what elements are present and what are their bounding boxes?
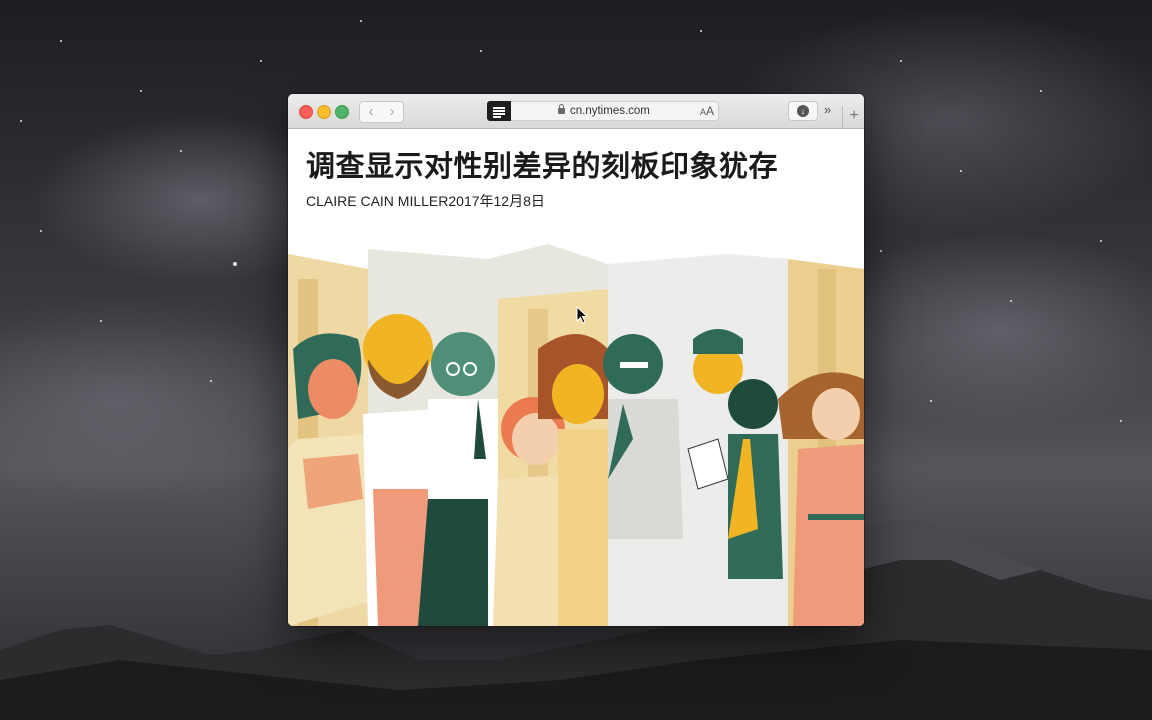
text-size-button[interactable]: AA: [700, 104, 714, 118]
url-text: cn.nytimes.com: [570, 105, 650, 117]
browser-toolbar: ‹ › cn.nytimes.com AA ↓ » +: [288, 94, 864, 129]
back-button[interactable]: ‹: [359, 101, 383, 123]
article-illustration: [288, 239, 864, 626]
mouse-cursor: [576, 306, 588, 324]
close-window-button[interactable]: [299, 105, 313, 119]
zoom-window-button[interactable]: [335, 105, 349, 119]
text-size-large-glyph: A: [705, 104, 714, 118]
toolbar-overflow-button[interactable]: »: [824, 102, 832, 117]
lock-icon: [558, 104, 565, 114]
reader-view-button[interactable]: [487, 101, 511, 121]
browser-window: ‹ › cn.nytimes.com AA ↓ » + 调查显示对性别差异的刻板…: [288, 94, 864, 626]
address-bar[interactable]: cn.nytimes.com AA: [511, 101, 719, 121]
chevron-left-icon: ‹: [368, 103, 374, 120]
download-icon: ↓: [797, 105, 809, 117]
forward-button[interactable]: ›: [381, 101, 404, 123]
downloads-button[interactable]: ↓: [788, 101, 818, 121]
text-size-small-glyph: A: [699, 107, 706, 117]
minimize-window-button[interactable]: [317, 105, 331, 119]
reader-content: 调查显示对性别差异的刻板印象犹存 CLAIRE CAIN MILLER2017年…: [288, 129, 864, 626]
chevron-right-icon: ›: [389, 103, 395, 120]
article-headline: 调查显示对性别差异的刻板印象犹存: [306, 149, 779, 183]
article-byline: CLAIRE CAIN MILLER2017年12月8日: [306, 193, 545, 209]
new-tab-button[interactable]: +: [842, 106, 864, 128]
